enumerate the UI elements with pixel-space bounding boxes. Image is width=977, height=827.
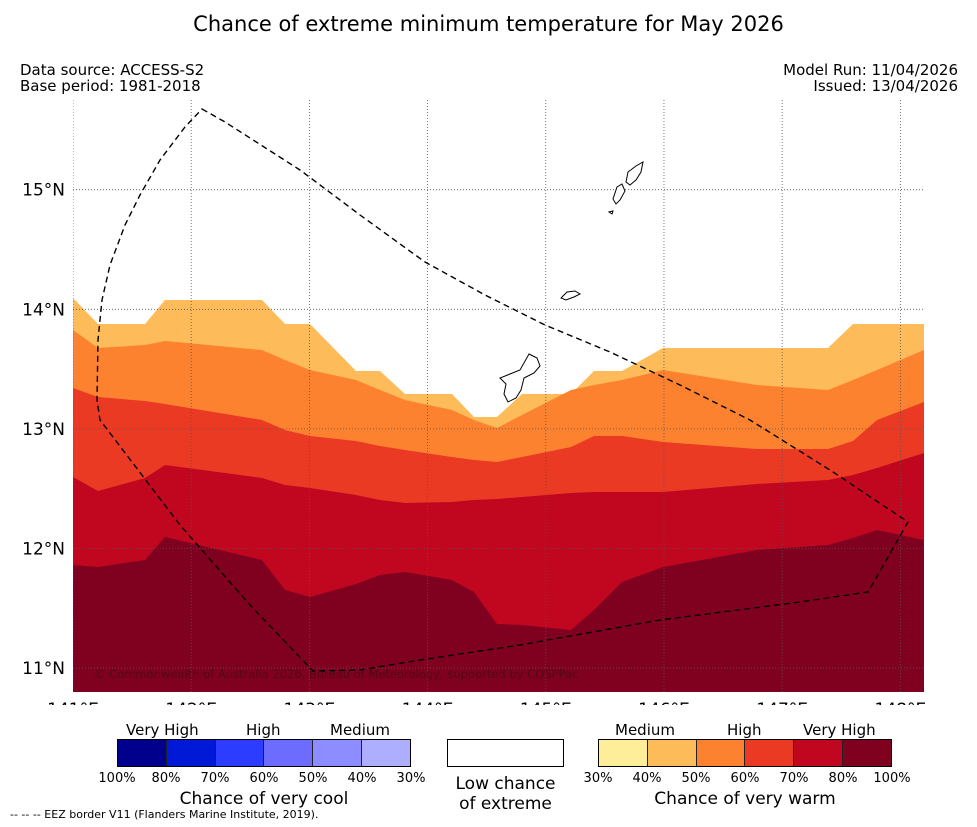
- cool-swatch: [264, 740, 314, 766]
- y-tick-label: 13°N: [22, 420, 65, 440]
- warm-tick-label: 80%: [828, 771, 858, 786]
- warm-tick-label: 70%: [779, 771, 809, 786]
- data-source: Data source: ACCESS-S2: [20, 61, 205, 79]
- warm-swatch: [794, 740, 844, 766]
- cool-tick-label: 100%: [98, 771, 136, 786]
- cool-swatch: [166, 740, 216, 766]
- warm-level-very-high: Very High: [803, 721, 876, 739]
- warm-swatch: [647, 740, 697, 766]
- warm-tick-label: 100%: [873, 771, 911, 786]
- cool-swatch: [362, 740, 410, 766]
- cool-tick-label: 60%: [249, 771, 279, 786]
- warm-tick-label: 50%: [681, 771, 711, 786]
- x-tick-label: 144°E: [402, 700, 454, 705]
- warm-tick-label: 30%: [583, 771, 613, 786]
- cool-level-medium: Medium: [330, 721, 390, 739]
- map-title: Chance of extreme minimum temperature fo…: [193, 12, 784, 36]
- warm-tick-label: 40%: [632, 771, 662, 786]
- copyright-notice: © Commonwealth of Australia 2026, Bureau…: [94, 667, 578, 681]
- warm-colorbar: [598, 739, 892, 767]
- warm-swatch: [745, 740, 795, 766]
- cool-tick-label: 50%: [298, 771, 328, 786]
- low-chance-line1: Low chance: [455, 774, 556, 794]
- warm-swatch: [696, 740, 746, 766]
- model-run: Model Run: 11/04/2026: [783, 61, 958, 79]
- cool-tick-label: 70%: [200, 771, 230, 786]
- eez-footnote: -- -- -- EEZ border V11 (Flanders Marine…: [10, 808, 319, 821]
- y-tick-label: 11°N: [22, 659, 65, 679]
- cool-level-very-high: Very High: [126, 721, 199, 739]
- aguijan-coastline: [607, 210, 614, 215]
- warm-swatch: [599, 740, 648, 766]
- low-chance-label: Low chance of extreme: [447, 774, 564, 814]
- y-tick-label: 14°N: [22, 300, 65, 320]
- rota-coastline: [560, 290, 582, 301]
- warm-level-medium: Medium: [615, 721, 675, 739]
- x-tick-label: 148°E: [875, 700, 927, 705]
- graticule: [73, 100, 924, 692]
- y-tick-label: 15°N: [22, 181, 65, 201]
- warm-level-high: High: [727, 721, 762, 739]
- cool-tick-label: 40%: [347, 771, 377, 786]
- cool-caption: Chance of very cool: [179, 789, 349, 809]
- cool-swatch: [215, 740, 265, 766]
- y-tick-label: 12°N: [22, 539, 65, 559]
- probability-map: 141°E 142°E 143°E 144°E 145°E 146°E 147°E 148°E…: [22, 100, 926, 705]
- band-70-80: [73, 530, 924, 692]
- x-tick-label: 146°E: [638, 700, 690, 705]
- warm-swatch: [843, 740, 891, 766]
- cool-tick-label: 80%: [151, 771, 181, 786]
- run-info: Model Run: 11/04/2026 Issued: 13/04/2026: [783, 62, 958, 94]
- cool-colorbar: [117, 739, 411, 767]
- tinian-coastline: [612, 183, 626, 205]
- probability-bands: [73, 298, 924, 692]
- issued-date: Issued: 13/04/2026: [813, 77, 958, 95]
- eez-border: [96, 108, 909, 672]
- x-tick-label: 145°E: [520, 700, 572, 705]
- base-period: Base period: 1981-2018: [20, 77, 201, 95]
- x-tick-label: 147°E: [756, 700, 808, 705]
- low-chance-swatch: [447, 739, 564, 767]
- warm-caption: Chance of very warm: [654, 789, 836, 809]
- x-tick-label: 143°E: [284, 700, 336, 705]
- warm-tick-label: 60%: [730, 771, 760, 786]
- cool-tick-label: 30%: [396, 771, 426, 786]
- source-info: Data source: ACCESS-S2 Base period: 1981…: [20, 62, 204, 94]
- cool-level-high: High: [246, 721, 281, 739]
- saipan-coastline: [625, 161, 644, 186]
- low-chance-line2: of extreme: [459, 794, 552, 814]
- x-tick-label: 141°E: [47, 700, 99, 705]
- cool-swatch: [118, 740, 167, 766]
- x-tick-label: 142°E: [165, 700, 217, 705]
- guam-coastline: [499, 353, 541, 403]
- cool-swatch: [313, 740, 363, 766]
- coastlines: [499, 161, 644, 403]
- axes: 141°E 142°E 143°E 144°E 145°E 146°E 147°E 148°E…: [22, 181, 926, 705]
